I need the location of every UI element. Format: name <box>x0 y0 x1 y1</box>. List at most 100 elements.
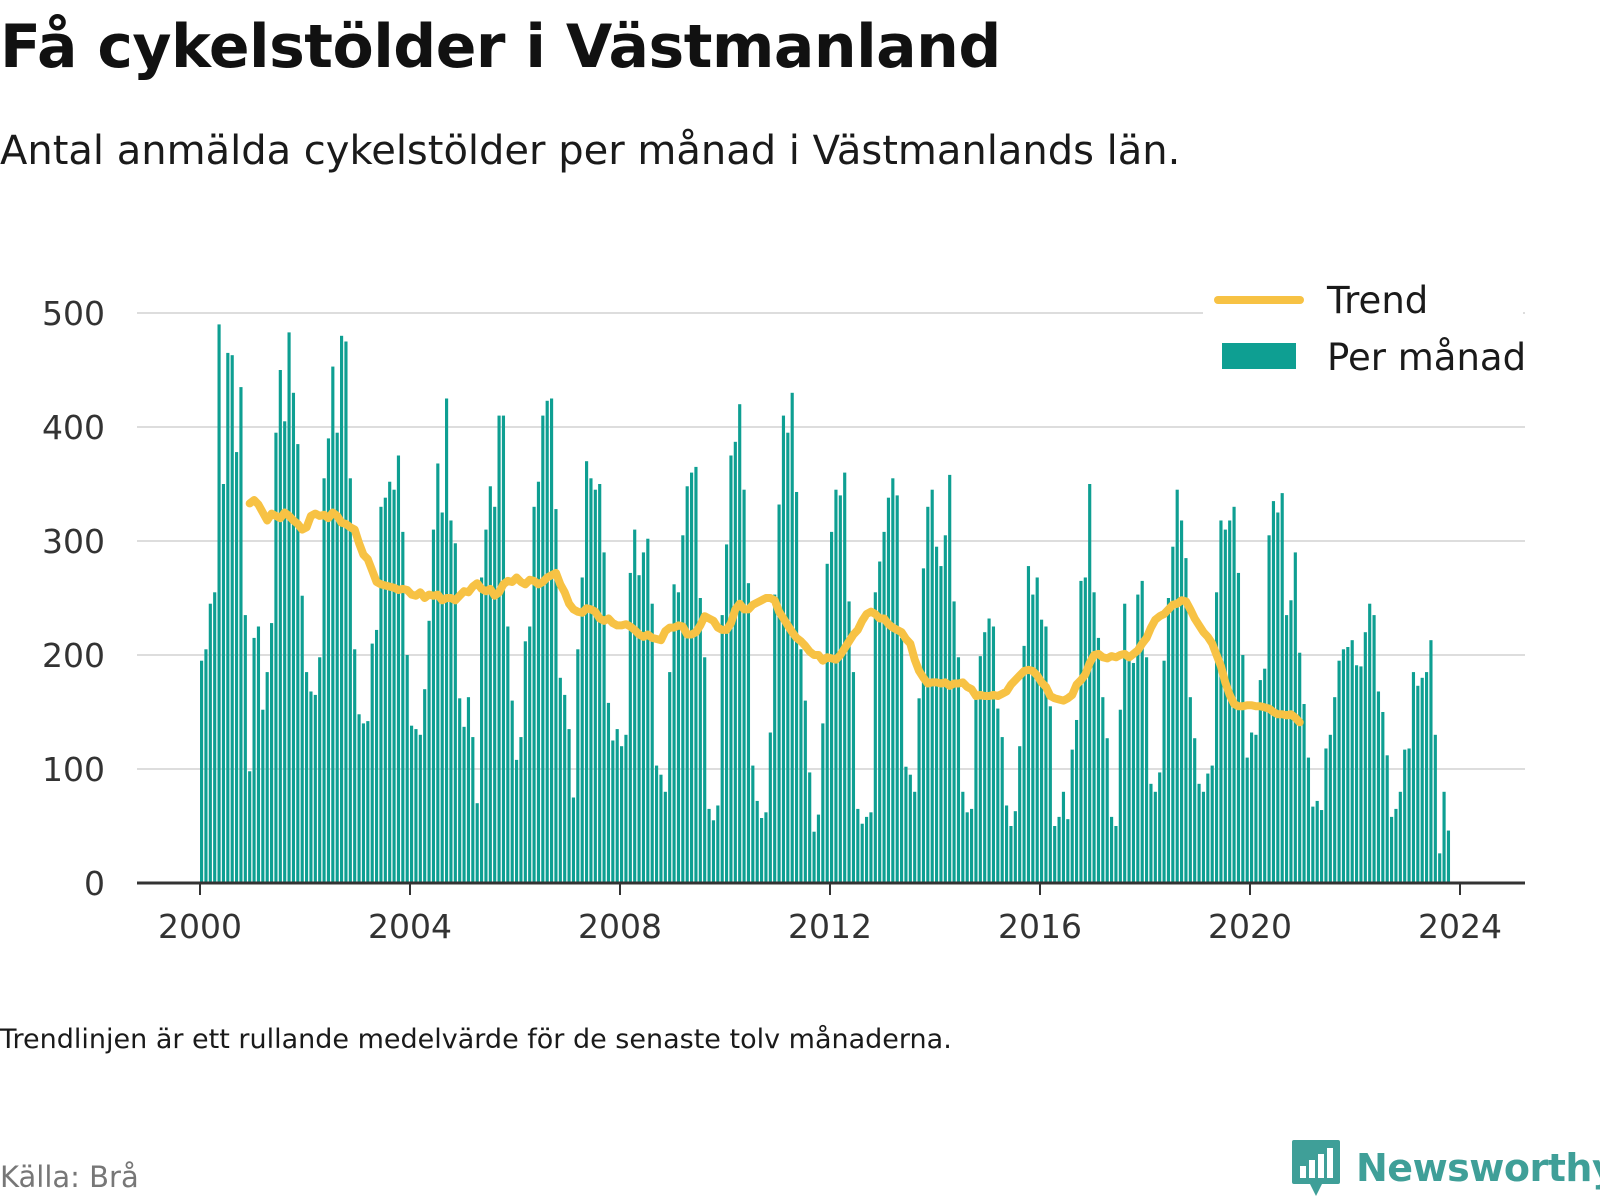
footnote: Trendlinjen är ett rullande medelvärde f… <box>0 1024 952 1055</box>
bar <box>615 729 619 883</box>
bar <box>694 466 698 883</box>
bar <box>593 489 597 883</box>
bar <box>200 660 204 883</box>
bar <box>847 601 851 883</box>
bar <box>637 575 641 883</box>
bar <box>1350 640 1354 883</box>
bar <box>948 474 952 883</box>
bar <box>1149 783 1153 883</box>
bar <box>1158 772 1162 883</box>
bar <box>991 626 996 883</box>
bar <box>1171 546 1175 883</box>
bar <box>1215 592 1219 883</box>
bar <box>256 626 261 883</box>
bar <box>1394 808 1398 883</box>
bar <box>808 772 812 883</box>
bar <box>1127 657 1131 883</box>
bar <box>904 766 908 883</box>
bar <box>335 432 339 883</box>
bar <box>1324 748 1328 883</box>
bar <box>886 497 891 883</box>
bar <box>786 432 790 883</box>
bar <box>860 823 864 883</box>
bar <box>965 812 969 883</box>
bar <box>445 398 449 883</box>
bar <box>668 672 672 883</box>
bar <box>1411 672 1416 883</box>
bar <box>1057 816 1061 883</box>
bar <box>851 672 856 883</box>
bar <box>414 729 418 883</box>
bar <box>720 615 724 883</box>
bar <box>1206 773 1210 883</box>
bar <box>952 601 956 883</box>
bar <box>650 603 654 883</box>
bar <box>676 592 681 883</box>
bar <box>1311 806 1315 883</box>
bar <box>1376 691 1381 883</box>
bar <box>716 805 720 883</box>
bar <box>755 800 759 883</box>
bar <box>1105 738 1109 883</box>
y-tick-label: 300 <box>42 522 105 561</box>
bar <box>1079 580 1083 883</box>
bar <box>344 341 348 883</box>
bar <box>243 615 247 883</box>
bar <box>799 649 803 883</box>
bar <box>532 506 536 883</box>
bar <box>431 529 436 883</box>
legend: Trend Per månad <box>1203 279 1526 386</box>
bar <box>375 629 379 883</box>
bar <box>882 531 886 883</box>
bar <box>1241 655 1245 883</box>
bar <box>510 700 514 883</box>
bar <box>1438 853 1442 883</box>
bar <box>252 637 256 883</box>
bar <box>1368 603 1372 883</box>
bar <box>226 352 230 883</box>
bar <box>558 677 562 883</box>
bar <box>1131 662 1136 883</box>
bar <box>681 535 685 883</box>
bar <box>388 481 392 883</box>
bar <box>602 552 606 883</box>
bar <box>423 689 427 883</box>
bar <box>935 546 939 883</box>
bar <box>1302 704 1306 883</box>
bar <box>383 497 387 883</box>
bar <box>1250 732 1254 883</box>
bar <box>1075 719 1079 883</box>
bar <box>1009 826 1013 883</box>
bar <box>1197 783 1201 883</box>
bar <box>357 714 361 883</box>
bar <box>418 734 422 883</box>
bar <box>606 702 611 883</box>
bar <box>1061 791 1066 883</box>
bar <box>1175 489 1179 883</box>
bar <box>878 561 882 883</box>
bar <box>1333 697 1337 883</box>
bar <box>1446 830 1451 883</box>
bar <box>961 791 965 883</box>
bar <box>1022 645 1026 883</box>
bar <box>725 544 729 883</box>
bar <box>1123 603 1127 883</box>
bar <box>309 691 313 883</box>
y-tick-label: 500 <box>42 294 105 333</box>
bar <box>283 421 287 883</box>
chart-svg: 0 100 200 300 400 500 2000 2004 2008 2012 2016 202… <box>42 279 1526 946</box>
bar <box>493 506 497 883</box>
bar <box>1083 577 1087 883</box>
bar <box>1280 493 1284 883</box>
bar <box>703 657 707 883</box>
bar <box>291 392 296 883</box>
bar <box>305 672 309 883</box>
bar <box>213 592 217 883</box>
bar <box>1118 709 1122 883</box>
bar <box>1276 512 1280 883</box>
bar <box>1018 746 1022 883</box>
bar <box>554 509 558 883</box>
bar <box>1285 615 1289 883</box>
bar <box>322 478 326 883</box>
bar <box>1180 520 1184 883</box>
